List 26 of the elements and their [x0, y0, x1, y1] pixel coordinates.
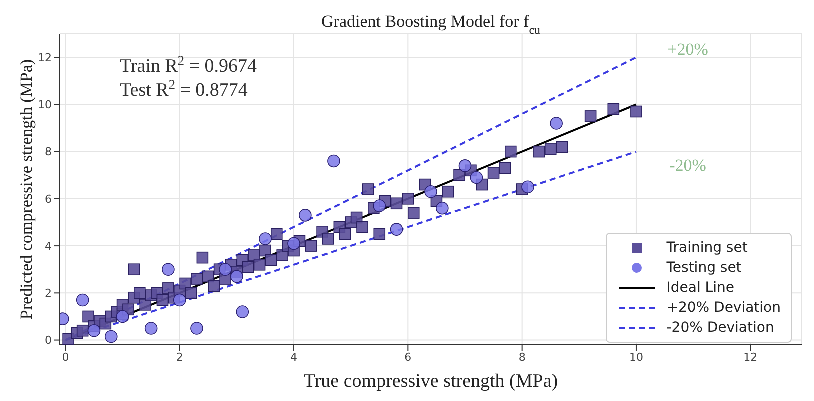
y-tick-label: 10 — [38, 98, 52, 112]
legend-label: Testing set — [666, 260, 742, 276]
chart-title: Gradient Boosting Model for f$_{cu}$ — [322, 12, 541, 37]
y-tick-label: 12 — [38, 51, 52, 64]
annotation: Train R$^{2}$ = 0.9674 — [120, 52, 258, 77]
annotation: Test R$^{2}$ = 0.8774 — [120, 76, 248, 101]
annotation: -20% — [670, 156, 706, 175]
x-tick-label: 6 — [404, 350, 412, 364]
annotation: +20% — [668, 40, 708, 59]
y-tick-label: 0 — [45, 334, 52, 348]
x-tick-label: 4 — [290, 350, 298, 364]
x-tick-label: 10 — [629, 350, 644, 364]
x-tick-label: 8 — [518, 350, 526, 364]
y-tick-label: 6 — [45, 192, 52, 206]
x-tick-label: 2 — [176, 350, 184, 364]
x-tick-label: 0 — [62, 350, 70, 364]
y-tick-label: 4 — [45, 240, 52, 253]
legend-label: Training set — [666, 240, 748, 256]
y-axis-title: Predicted compressive strength (MPa) — [17, 59, 36, 320]
x-axis-title: True compressive strength (MPa) — [304, 371, 558, 392]
x-tick-label: 12 — [744, 350, 758, 364]
legend-label: -20% Deviation — [666, 320, 774, 336]
legend-label: Ideal Line — [666, 280, 734, 296]
legend-label: +20% Deviation — [666, 300, 781, 316]
y-tick-label: 8 — [45, 146, 52, 159]
y-tick-label: 2 — [45, 287, 52, 300]
